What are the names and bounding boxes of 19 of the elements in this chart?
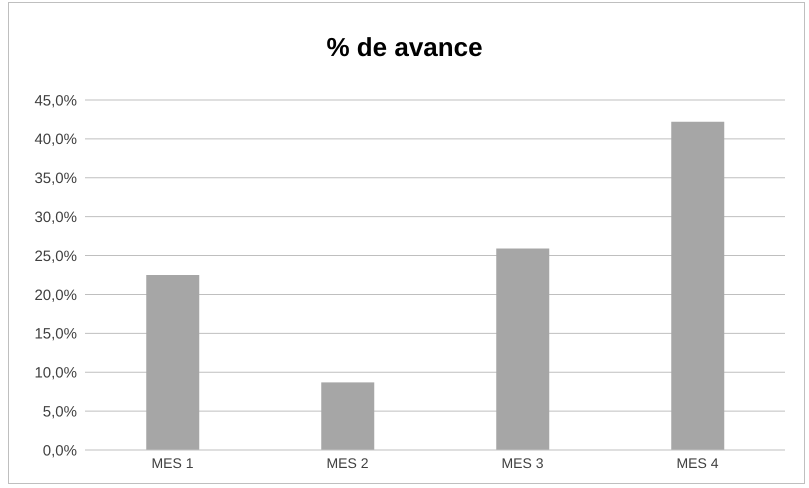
y-tick-label: 25,0% [34,248,77,265]
y-tick-label: 40,0% [34,131,77,148]
y-tick-label: 20,0% [34,286,77,304]
bar [496,248,550,450]
y-tick-label: 5,0% [42,403,77,420]
chart-title: % de avance [325,32,484,63]
x-tick-label: MES 1 [151,454,194,471]
bar [671,122,724,450]
y-tick-label: 15,0% [34,326,77,343]
bar [146,275,200,450]
y-tick-label: 35,0% [34,170,77,188]
y-tick-label: 30,0% [34,208,77,226]
x-tick-label: MES 4 [676,454,719,471]
x-tick-label: MES 2 [326,454,369,471]
y-tick-label: 0,0% [42,442,77,460]
bar [321,382,374,450]
y-tick-label: 10,0% [34,364,77,382]
x-tick-label: MES 3 [501,454,544,471]
y-tick-label: 45,0% [34,92,77,110]
